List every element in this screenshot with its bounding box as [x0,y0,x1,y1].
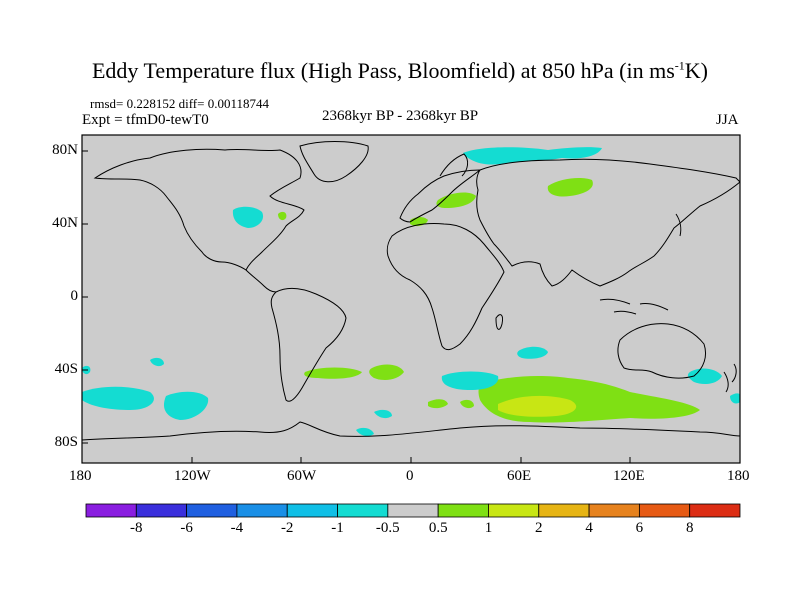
na-negative-patch [232,206,264,228]
lon-label-120w: 120W [174,468,211,484]
so-negative-patch-3 [82,386,154,410]
colorbar-label: -4 [230,520,244,536]
colorbar-swatch [286,503,338,518]
colorbar-swatch [135,503,188,518]
colorbar-label: -0.5 [375,520,400,536]
experiment-label: Expt = tfmD0-tewT0 [82,112,209,128]
colorbar-label: -1 [331,520,344,536]
rmsd-diff-stats: rmsd= 0.228152 diff= 0.00118744 [90,96,269,111]
anomaly-shading [82,147,740,437]
arctic-negative-patch [463,147,602,165]
colorbar-label: -6 [180,520,193,536]
so-positive-core [498,395,577,417]
coastlines [82,141,740,441]
lat-label-0: 0 [70,288,79,304]
lon-label-0: 0 [406,468,414,484]
so-negative-patch-7 [374,409,392,419]
colorbar [85,503,741,518]
colorbar-swatch [638,503,691,518]
europe-positive-patch [436,192,476,208]
colorbar-swatch [538,503,590,518]
so-negative-patch-8 [356,427,374,437]
lon-label-60e: 60E [507,468,532,484]
so-positive-patch-2 [369,364,404,380]
colorbar-label: 0.5 [428,520,448,536]
colorbar-swatch [85,503,137,518]
colorbar-swatch [488,503,540,518]
colorbar-label: 6 [635,520,644,536]
colorbar-swatch [186,503,238,518]
lat-label-80s: 80S [54,434,78,450]
so-negative-patch-10 [730,393,740,404]
siberia-positive-patch [547,178,593,197]
colorbar-swatch [437,503,489,518]
colorbar-label: 1 [484,520,493,536]
colorbar-label: -8 [130,520,143,536]
season-label: JJA [716,112,739,128]
colorbar-swatch [689,503,741,518]
lon-label-180e: 180 [727,468,750,484]
plot-title: Eddy Temperature flux (High Pass, Bloomf… [91,58,708,83]
colorbar-label: -2 [280,520,294,536]
period-label: 2368kyr BP - 2368kyr BP [322,108,479,124]
lat-label-40s: 40S [54,361,78,377]
colorbar-swatch [588,503,640,518]
so-positive-patch-1 [304,367,362,379]
so-negative-patch-4 [163,391,209,420]
so-negative-patch-9 [687,368,722,384]
so-positive-patch-3 [428,399,448,409]
colorbar-label: 2 [535,520,543,536]
axis-ticks [81,150,741,463]
colorbar-swatch [387,503,439,518]
so-positive-patch-4 [460,399,474,409]
na-positive-patch [278,211,287,221]
colorbar-swatch [337,503,389,518]
so-negative-patch-2 [517,346,548,359]
lon-label-120e: 120E [613,468,645,484]
colorbar-label: 8 [685,520,694,536]
so-negative-patch-6 [150,357,164,367]
lon-label-60w: 60W [287,468,317,484]
lon-label-180w: 180 [69,468,92,484]
colorbar-label: 4 [585,520,593,536]
so-negative-patch-1 [441,371,499,390]
lat-label-40n: 40N [52,215,78,231]
colorbar-swatch [236,503,288,518]
lat-label-80n: 80N [52,142,78,158]
